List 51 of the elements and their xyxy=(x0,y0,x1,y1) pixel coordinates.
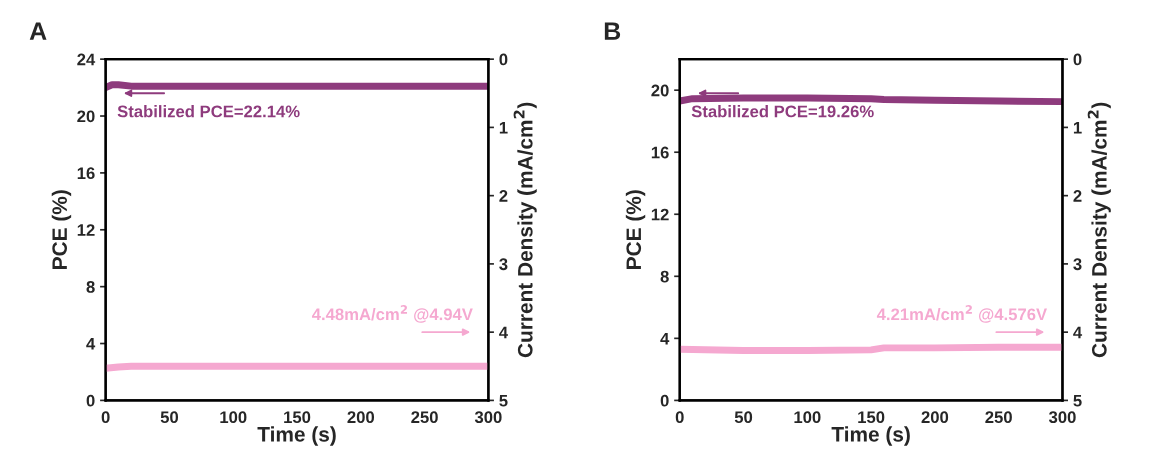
y-tick-label: 16 xyxy=(651,146,669,159)
annotation: 4.21mA/cm$^{2}$ @4.576V xyxy=(876,305,1047,323)
x-tick-label: 250 xyxy=(411,411,438,424)
y2-tick-label: 4 xyxy=(1073,326,1083,339)
x-axis-title: Time (s) xyxy=(257,426,336,446)
x-tick-label: 50 xyxy=(160,411,179,424)
y-tick-label: 8 xyxy=(86,281,95,293)
y-axis-title: PCE (%) xyxy=(51,190,72,269)
y2-tick-label: 1 xyxy=(499,121,508,134)
x-tick-label: 0 xyxy=(101,411,110,424)
y-tick-label: 12 xyxy=(77,224,95,236)
y-tick-label: 24 xyxy=(77,53,96,66)
y-tick-label: 0 xyxy=(86,394,95,407)
y2-tick-label: 0 xyxy=(1073,53,1082,66)
y2-tick-label: 2 xyxy=(499,190,508,202)
x-tick-label: 200 xyxy=(347,411,375,424)
chart-title: A xyxy=(29,22,47,40)
y2-tick-label: 4 xyxy=(499,326,508,339)
y2-tick-label: 0 xyxy=(499,53,508,66)
y2-tick-label: 1 xyxy=(1073,121,1082,134)
y-tick-label: 8 xyxy=(660,270,669,283)
x-tick-label: 300 xyxy=(1048,411,1076,424)
chart-title: B xyxy=(604,22,621,40)
y2-tick-label: 2 xyxy=(1073,190,1082,202)
annotation: Stabilized PCE=22.14% xyxy=(117,105,300,118)
y-tick-label: 4 xyxy=(660,332,670,345)
annotation: Stabilized PCE=19.26% xyxy=(691,105,874,118)
y-tick-label: 20 xyxy=(77,110,95,123)
x-tick-label: 300 xyxy=(474,411,502,424)
y2-tick-label: 5 xyxy=(1073,394,1082,407)
x-tick-label: 100 xyxy=(220,411,247,424)
x-tick-label: 150 xyxy=(284,411,311,424)
x-tick-label: 50 xyxy=(734,411,753,424)
y2-tick-label: 5 xyxy=(499,394,508,407)
x-tick-label: 200 xyxy=(921,411,949,424)
x-axis-title: Time (s) xyxy=(831,426,910,446)
y-tick-label: 12 xyxy=(651,208,669,221)
y-axis-title: PCE (%) xyxy=(625,190,646,269)
y-tick-label: 16 xyxy=(77,167,95,180)
y2-tick-label: 3 xyxy=(499,258,508,271)
x-tick-label: 100 xyxy=(794,411,821,424)
y-tick-label: 0 xyxy=(660,394,669,407)
x-tick-label: 0 xyxy=(675,411,684,424)
y-tick-label: 4 xyxy=(86,338,96,350)
x-tick-label: 250 xyxy=(985,411,1012,424)
y2-axis-title: Current Density (mA/cm$^{2}$) xyxy=(513,102,537,358)
y2-axis-title: Current Density (mA/cm$^{2}$) xyxy=(1087,102,1111,358)
annotation: 4.48mA/cm$^{2}$ @4.94V xyxy=(311,305,473,323)
y2-tick-label: 3 xyxy=(1073,258,1082,271)
y-tick-label: 20 xyxy=(651,84,669,97)
x-tick-label: 150 xyxy=(858,411,885,424)
